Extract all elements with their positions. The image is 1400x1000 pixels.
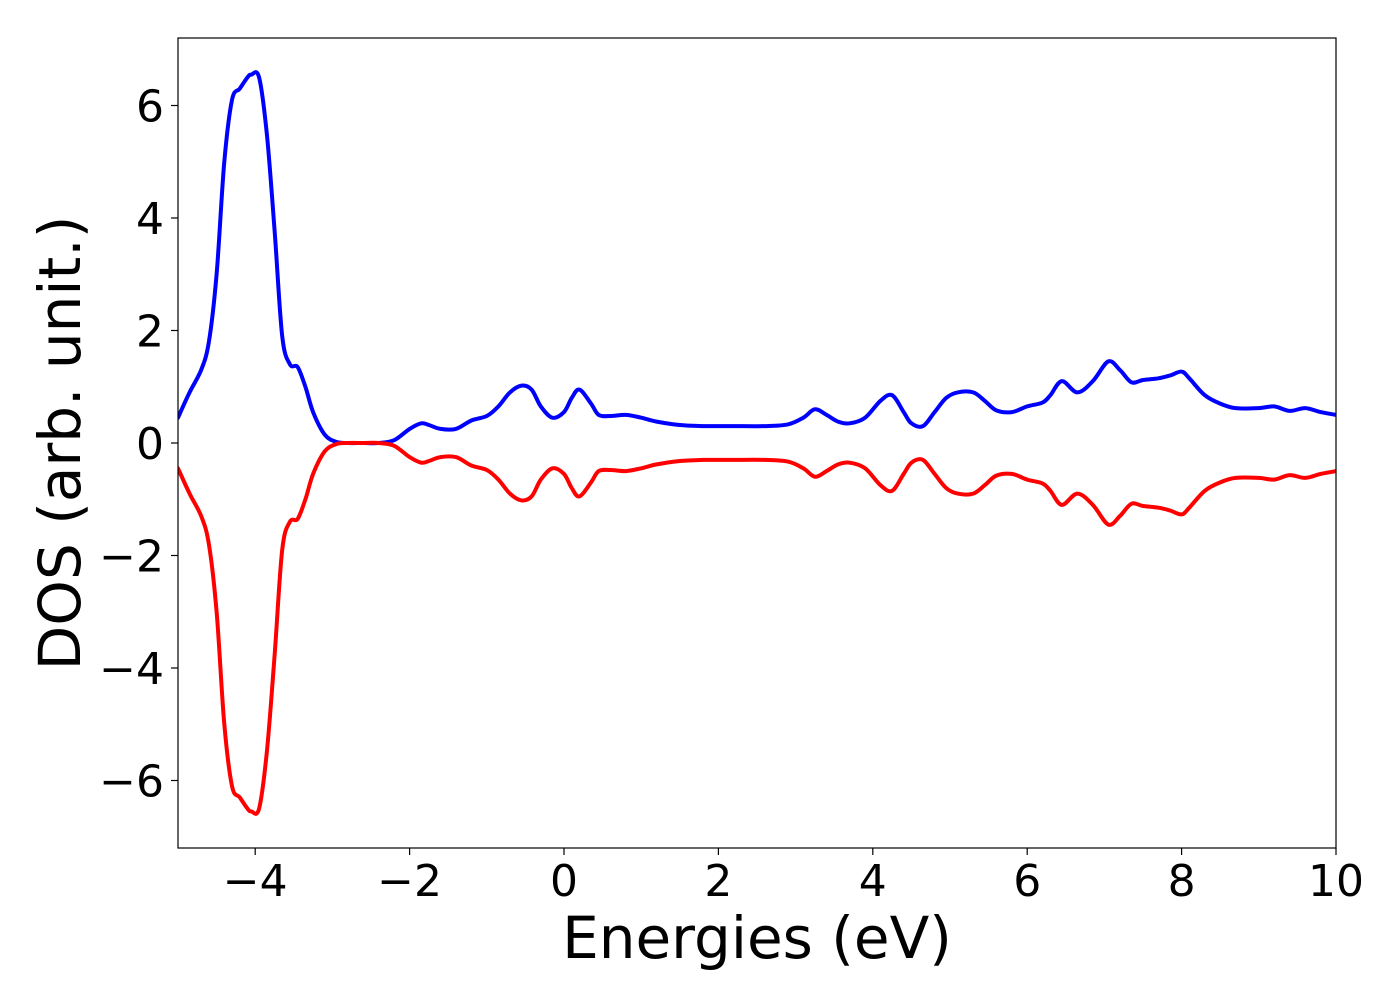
y-tick-label: 2 [136, 307, 164, 358]
y-tick-label: 6 [136, 82, 164, 133]
x-tick-label: 0 [550, 856, 578, 907]
x-tick-label: 2 [704, 856, 732, 907]
x-tick-label: 6 [1013, 856, 1041, 907]
x-tick-label: 4 [859, 856, 887, 907]
y-tick-label: 4 [136, 194, 164, 245]
y-axis: −6 −4 −2 0 2 4 6 [99, 82, 178, 808]
x-tick-label: 10 [1308, 856, 1364, 907]
x-axis-title: Energies (eV) [562, 904, 952, 972]
y-tick-label: −6 [99, 757, 164, 808]
y-axis-title: DOS (arb. unit.) [26, 216, 94, 671]
series-layer [178, 70, 1336, 816]
x-tick-label: −4 [223, 856, 288, 907]
series-line-blue [178, 70, 1336, 446]
x-axis: −4 −2 0 2 4 6 8 10 [223, 848, 1364, 907]
y-tick-label: −2 [99, 532, 164, 583]
x-tick-label: 8 [1168, 856, 1196, 907]
series-line-red [178, 440, 1336, 816]
x-tick-label: −2 [377, 856, 442, 907]
y-tick-label: 0 [136, 419, 164, 470]
y-tick-label: −4 [99, 644, 164, 695]
